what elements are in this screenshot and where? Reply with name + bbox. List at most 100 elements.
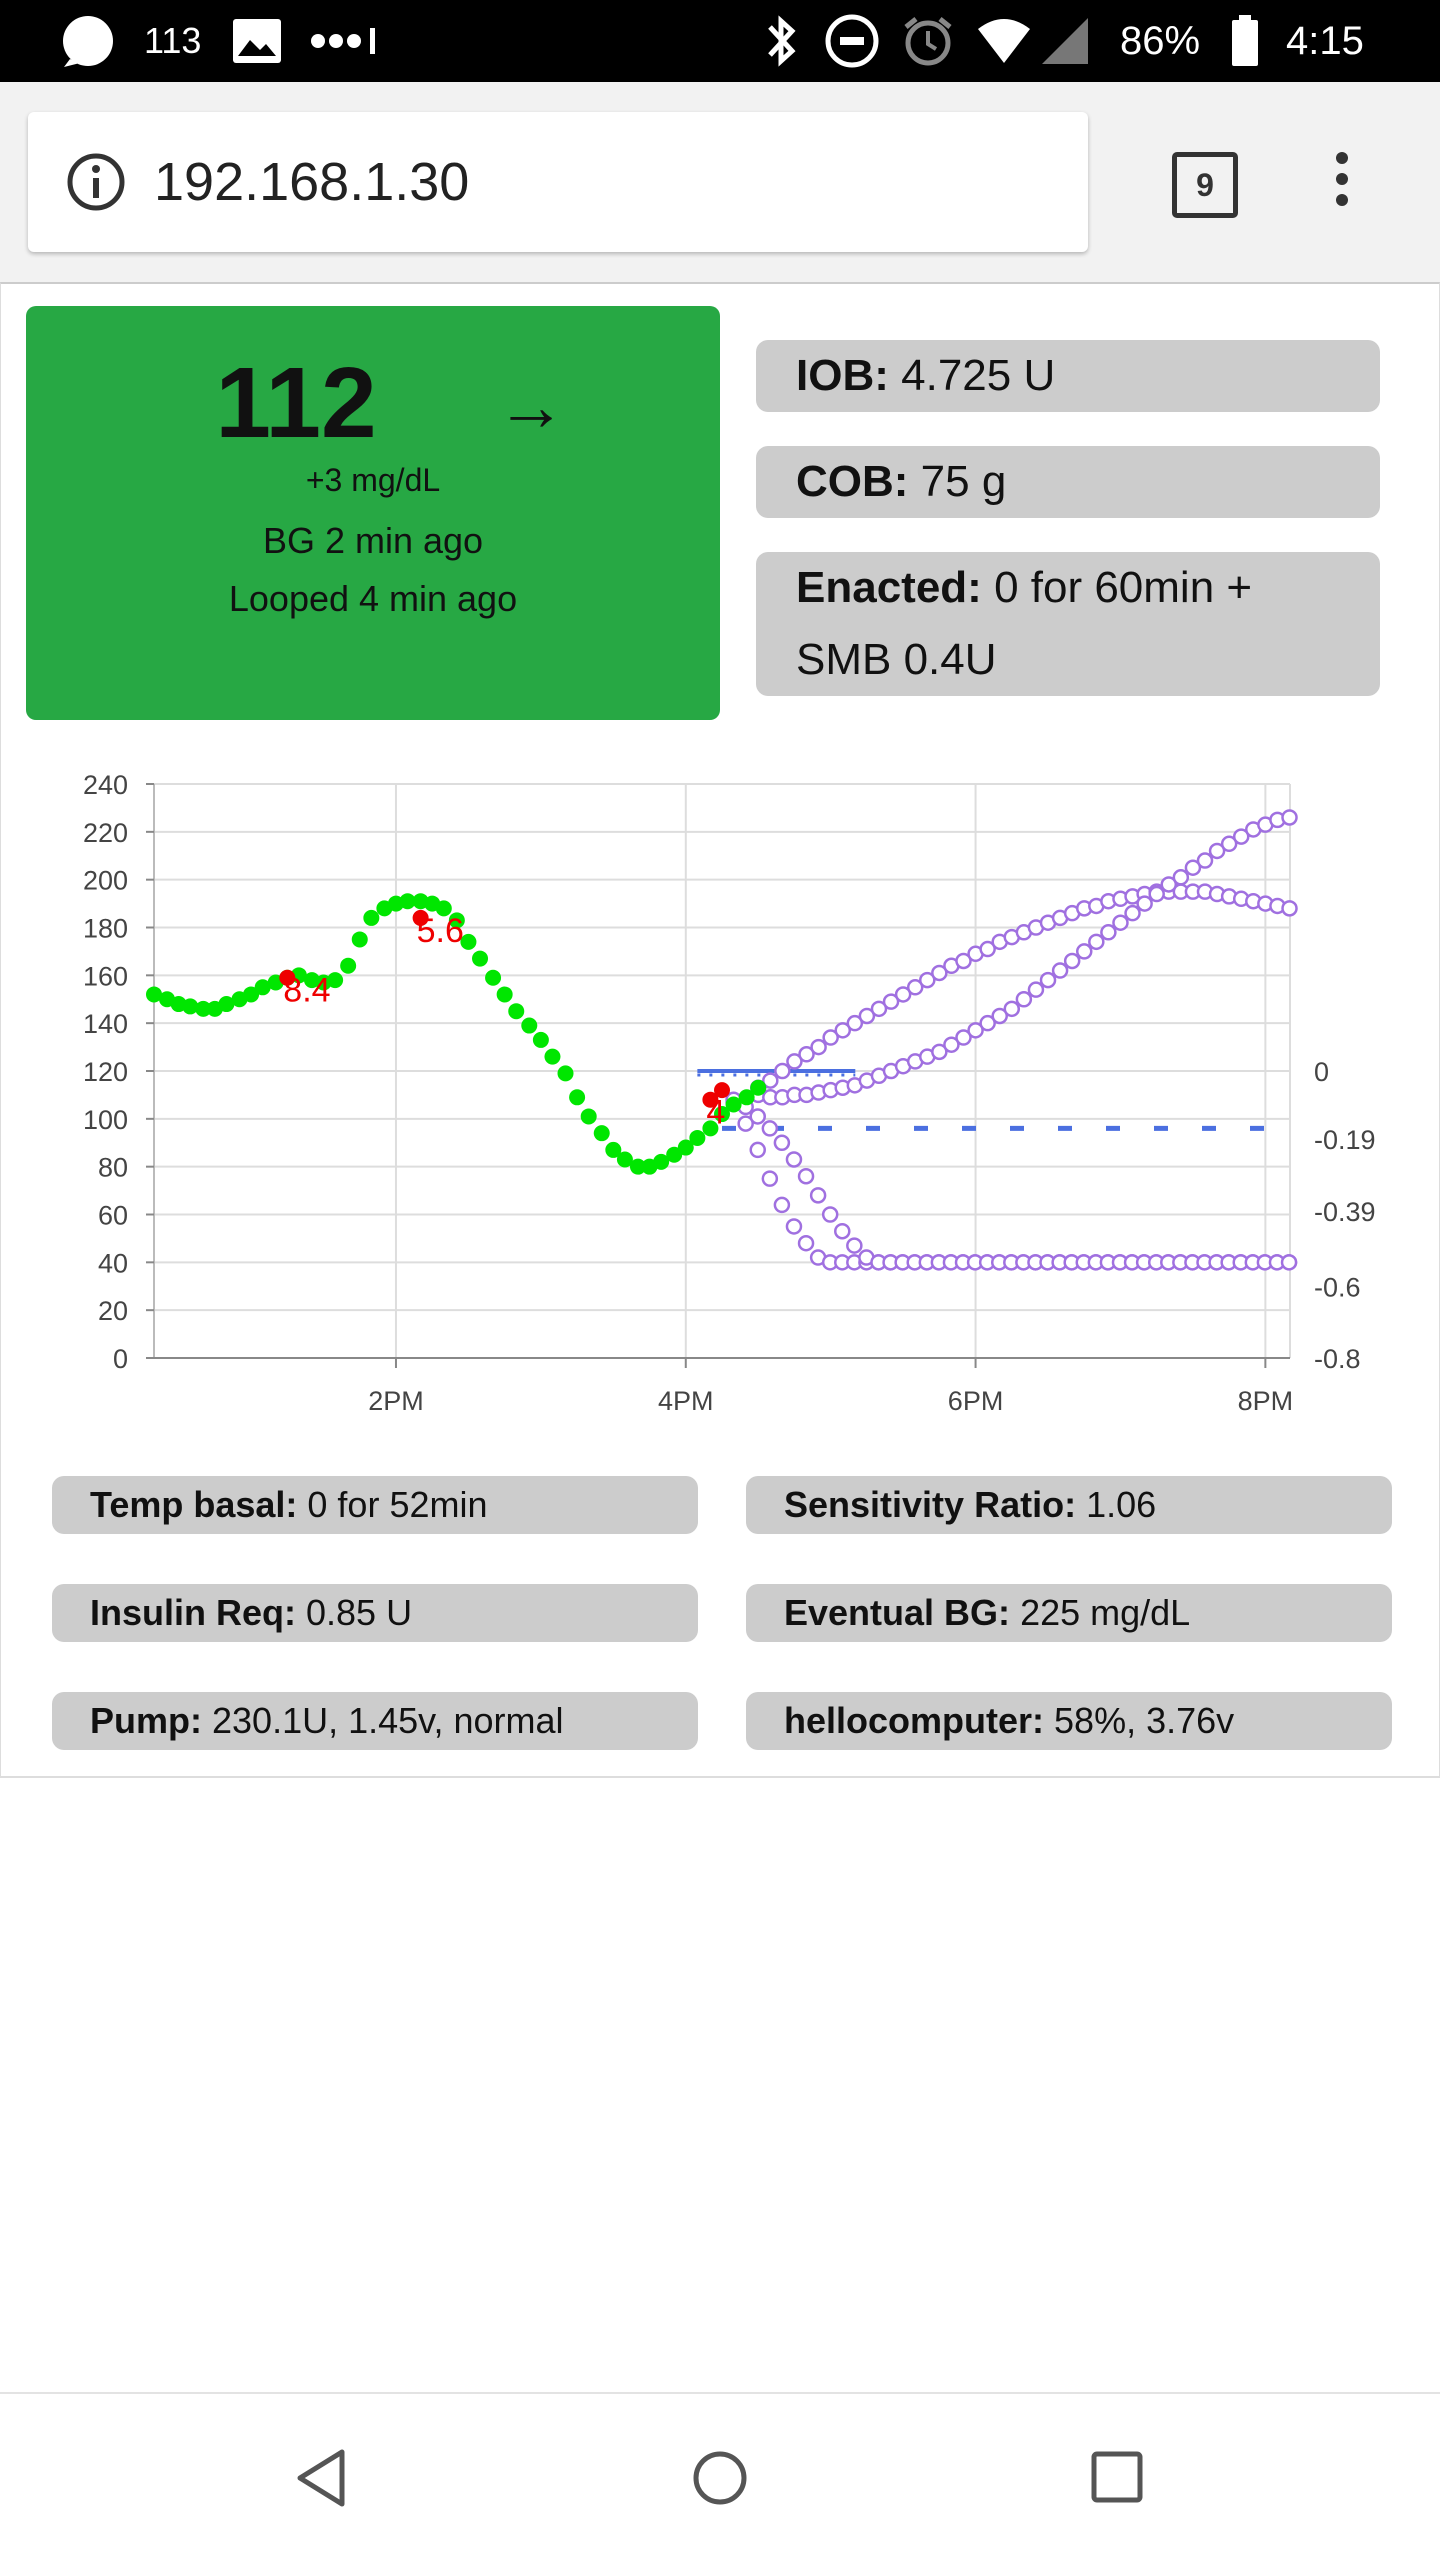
prediction-point: [785, 1218, 803, 1235]
prediction-point: [749, 1108, 766, 1125]
prediction-point: [882, 993, 900, 1010]
prediction-point: [761, 1170, 779, 1187]
prediction-point: [773, 1196, 791, 1214]
recents-button[interactable]: [1090, 2450, 1144, 2504]
prediction-point: [834, 1022, 851, 1039]
bg-point: [714, 1106, 730, 1123]
bg-point: [472, 950, 489, 967]
prediction-point: [773, 1134, 791, 1151]
bg-status-card: 112 → +3 mg/dL BG 2 min ago Looped 4 min…: [26, 306, 720, 720]
temp-basal-value: 0 for 52min: [307, 1484, 488, 1525]
bg-point: [725, 1096, 742, 1113]
prediction-point: [809, 1187, 827, 1204]
iob-value: 4.725 U: [901, 351, 1056, 400]
battery-percent: 86%: [1120, 18, 1201, 63]
treatment-marker: [714, 1082, 730, 1099]
prediction-point: [870, 1000, 888, 1018]
loop-age: Looped 4 min ago: [228, 578, 518, 619]
prediction-point: [774, 1062, 791, 1080]
bg-point: [666, 1146, 683, 1163]
prediction-point: [1281, 809, 1298, 826]
iob-label: IOB:: [796, 351, 889, 400]
bluetooth-icon: [762, 0, 802, 82]
prediction-point: [919, 971, 936, 989]
prediction-point: [894, 986, 912, 1003]
y-tick-label: 120: [83, 1057, 128, 1087]
bg-age: BG 2 min ago: [262, 520, 484, 561]
prediction-point: [798, 1046, 815, 1063]
iob-box: IOB: 4.725 U: [756, 340, 1380, 412]
x-tick-label: 8PM: [1238, 1386, 1294, 1416]
treatment-marker: [279, 969, 296, 986]
bg-point: [146, 986, 162, 1003]
prediction-series: [725, 809, 1298, 1271]
bg-point: [218, 996, 235, 1013]
y-tick-label: 20: [98, 1296, 128, 1326]
sensitivity-value: 1.06: [1086, 1484, 1157, 1525]
temp-basal-pill: Temp basal: 0 for 52min: [52, 1476, 698, 1534]
bg-point: [243, 986, 260, 1003]
browser-menu-button[interactable]: [1332, 152, 1352, 222]
bg-point: [363, 909, 380, 926]
treatment-marker-label: 8.4: [283, 972, 330, 1010]
prediction-point: [786, 1053, 803, 1070]
bg-point: [254, 979, 271, 996]
prediction-point: [858, 1007, 876, 1025]
y-right-tick-label: -0.19: [1314, 1125, 1376, 1155]
prediction-point: [821, 1206, 839, 1223]
bg-point: [616, 1151, 633, 1168]
bg-point: [702, 1120, 719, 1137]
y-tick-label: 240: [83, 770, 128, 800]
bg-point: [569, 1089, 586, 1106]
bg-point: [327, 972, 344, 989]
prediction-point: [749, 1141, 766, 1159]
bg-point: [448, 912, 465, 929]
treatment-markers: 8.4 5.6 4: [279, 909, 730, 1132]
cell-signal-icon: [1040, 0, 1090, 82]
bg-point: [677, 1139, 694, 1156]
back-button[interactable]: [292, 2446, 352, 2510]
battery-icon: [1230, 0, 1260, 82]
prediction-point: [1148, 885, 1165, 903]
tab-switcher-button[interactable]: 9: [1172, 152, 1238, 218]
menu-dot-icon: [1336, 173, 1348, 185]
rig-value: 58%, 3.76v: [1054, 1700, 1235, 1741]
bg-point: [435, 900, 452, 917]
prediction-point: [1232, 828, 1250, 845]
prediction-point: [822, 1029, 839, 1046]
prediction-point: [1196, 852, 1214, 869]
trend-arrow-icon: →: [496, 367, 566, 445]
site-info-icon[interactable]: [66, 152, 126, 212]
prediction-point: [810, 1038, 827, 1056]
bg-point: [496, 986, 513, 1003]
prediction-point: [1003, 1000, 1021, 1018]
prediction-point: [1281, 900, 1298, 917]
prediction-point: [1160, 876, 1178, 893]
url-text[interactable]: 192.168.1.30: [154, 152, 470, 212]
prediction-point: [1015, 991, 1033, 1008]
prediction-point: [967, 1022, 984, 1039]
insulin-req-label: Insulin Req:: [90, 1592, 296, 1633]
y-tick-label: 40: [98, 1248, 128, 1278]
insulin-req-value: 0.85 U: [306, 1592, 413, 1633]
prediction-point: [834, 1222, 851, 1240]
rig-label: hellocomputer:: [784, 1700, 1045, 1741]
y-tick-label: 0: [113, 1344, 128, 1374]
home-button[interactable]: [690, 2448, 750, 2508]
bg-point: [532, 1031, 549, 1048]
cob-value: 75 g: [920, 457, 1007, 506]
more-notifications-icon: [310, 0, 380, 82]
do-not-disturb-icon: [824, 0, 880, 82]
bg-point: [653, 1153, 670, 1170]
image-icon: [232, 0, 282, 82]
y-tick-label: 100: [83, 1105, 128, 1135]
address-bar[interactable]: 192.168.1.30: [28, 112, 1088, 252]
bg-point: [485, 969, 502, 986]
prediction-point: [761, 1120, 779, 1137]
browser-toolbar: 192.168.1.30 9: [0, 82, 1440, 282]
prediction-point: [1063, 952, 1081, 970]
enacted-label: Enacted:: [796, 563, 982, 612]
x-tick-label: 2PM: [368, 1386, 424, 1416]
